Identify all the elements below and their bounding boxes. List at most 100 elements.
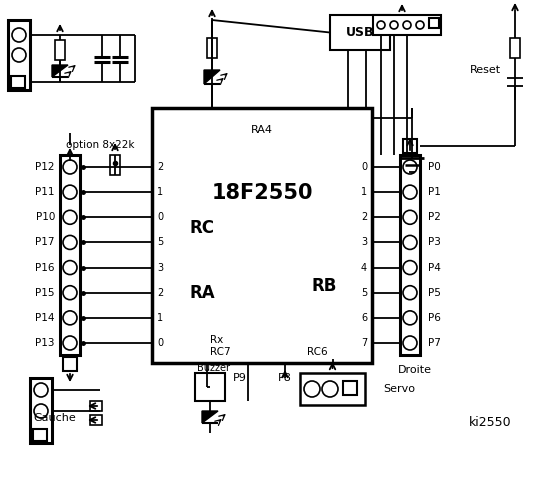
- Circle shape: [403, 336, 417, 350]
- Text: 7: 7: [361, 338, 367, 348]
- Polygon shape: [202, 411, 218, 423]
- Text: 0: 0: [361, 162, 367, 172]
- Text: P5: P5: [428, 288, 441, 298]
- Text: P17: P17: [35, 238, 55, 247]
- Text: 2: 2: [157, 288, 163, 298]
- Text: P6: P6: [428, 313, 441, 323]
- Circle shape: [34, 383, 48, 397]
- Bar: [63, 357, 77, 371]
- Circle shape: [403, 160, 417, 174]
- Circle shape: [403, 21, 411, 29]
- Text: Droite: Droite: [398, 365, 432, 375]
- Circle shape: [12, 28, 26, 42]
- Text: P12: P12: [35, 162, 55, 172]
- Text: 6: 6: [361, 313, 367, 323]
- Circle shape: [63, 261, 77, 275]
- Circle shape: [390, 21, 398, 29]
- Circle shape: [403, 286, 417, 300]
- Bar: [11, 76, 25, 88]
- Circle shape: [403, 210, 417, 224]
- Text: Servo: Servo: [383, 384, 415, 394]
- Circle shape: [416, 21, 424, 29]
- Text: 0: 0: [157, 212, 163, 222]
- Text: RC: RC: [190, 219, 215, 237]
- Text: P16: P16: [35, 263, 55, 273]
- Text: 3: 3: [361, 238, 367, 247]
- Text: Reset: Reset: [470, 65, 501, 75]
- Text: RB: RB: [311, 277, 337, 295]
- Bar: [343, 381, 357, 395]
- Bar: [373, 15, 441, 35]
- Circle shape: [63, 336, 77, 350]
- Circle shape: [403, 235, 417, 250]
- Text: 1: 1: [361, 187, 367, 197]
- Text: RC7: RC7: [210, 347, 231, 357]
- Text: option 8x22k: option 8x22k: [66, 140, 134, 150]
- Text: RC6: RC6: [307, 347, 327, 357]
- Bar: [403, 139, 417, 153]
- Circle shape: [304, 381, 320, 397]
- Bar: [510, 38, 520, 58]
- Text: P9: P9: [233, 373, 247, 383]
- Polygon shape: [204, 70, 220, 84]
- Text: P2: P2: [428, 212, 441, 222]
- Polygon shape: [52, 65, 68, 77]
- Text: P4: P4: [428, 263, 441, 273]
- Bar: [300, 373, 365, 405]
- Text: P11: P11: [35, 187, 55, 197]
- Circle shape: [377, 21, 385, 29]
- Bar: [429, 18, 439, 28]
- Text: Buzzer: Buzzer: [196, 363, 229, 373]
- Bar: [30, 378, 52, 443]
- Text: 3: 3: [157, 263, 163, 273]
- Text: 5: 5: [157, 238, 163, 247]
- Text: Rx: Rx: [210, 335, 223, 345]
- Bar: [330, 15, 390, 50]
- Text: P14: P14: [35, 313, 55, 323]
- Text: P3: P3: [428, 238, 441, 247]
- Text: P0: P0: [428, 162, 441, 172]
- Bar: [8, 20, 30, 90]
- Text: 1: 1: [157, 313, 163, 323]
- Bar: [33, 429, 47, 441]
- Bar: [400, 155, 420, 355]
- Circle shape: [12, 48, 26, 62]
- Text: 1: 1: [157, 187, 163, 197]
- Circle shape: [63, 160, 77, 174]
- Circle shape: [34, 404, 48, 418]
- Circle shape: [63, 235, 77, 250]
- Text: 0: 0: [157, 338, 163, 348]
- Text: ki2550: ki2550: [469, 417, 512, 430]
- Text: 4: 4: [361, 263, 367, 273]
- Text: RA4: RA4: [251, 125, 273, 135]
- Text: RA: RA: [189, 284, 215, 302]
- Circle shape: [63, 210, 77, 224]
- Text: Gauche: Gauche: [34, 413, 76, 423]
- Text: 18F2550: 18F2550: [211, 183, 313, 203]
- Text: USB: USB: [346, 26, 374, 39]
- Circle shape: [403, 261, 417, 275]
- Bar: [55, 40, 65, 60]
- Bar: [60, 155, 80, 355]
- Text: 2: 2: [157, 162, 163, 172]
- Bar: [90, 415, 102, 425]
- Text: 2: 2: [361, 212, 367, 222]
- Text: P10: P10: [35, 212, 55, 222]
- Bar: [152, 108, 372, 363]
- Circle shape: [63, 286, 77, 300]
- Text: P1: P1: [428, 187, 441, 197]
- Text: P13: P13: [35, 338, 55, 348]
- Text: P15: P15: [35, 288, 55, 298]
- Bar: [90, 401, 102, 411]
- Circle shape: [403, 311, 417, 325]
- Circle shape: [403, 185, 417, 199]
- Bar: [195, 373, 225, 401]
- Bar: [110, 155, 120, 175]
- Circle shape: [63, 185, 77, 199]
- Text: P8: P8: [278, 373, 292, 383]
- Circle shape: [63, 311, 77, 325]
- Text: P7: P7: [428, 338, 441, 348]
- Bar: [207, 38, 217, 58]
- Circle shape: [322, 381, 338, 397]
- Text: 5: 5: [361, 288, 367, 298]
